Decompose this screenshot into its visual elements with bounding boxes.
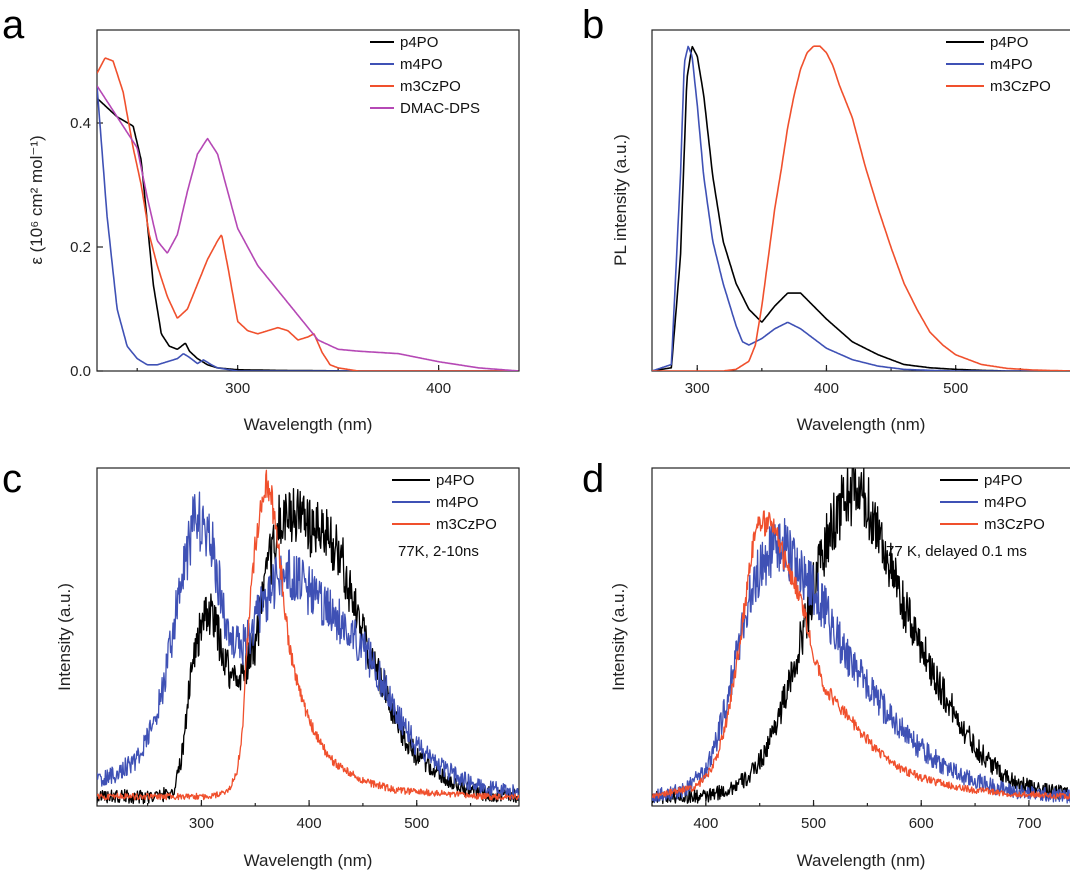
x-tick-label: 300	[189, 815, 214, 832]
panel-c-ticks: 300 400 500	[146, 800, 472, 832]
panel-d-legend: p4PO m4PO m3CzPO	[940, 472, 1045, 533]
legend-label: m3CzPO	[984, 516, 1045, 533]
panel-b-ylabel: PL intensity (a.u.)	[611, 134, 630, 266]
x-tick-label: 600	[909, 815, 934, 832]
panel-d-ylabel: Intensity (a.u.)	[609, 583, 628, 691]
legend-label: m3CzPO	[400, 78, 461, 95]
panel-c-legend: p4PO m4PO m3CzPO	[392, 472, 497, 533]
legend-label: p4PO	[984, 472, 1022, 489]
panel-b-label: b	[582, 3, 604, 47]
legend-label: m3CzPO	[436, 516, 497, 533]
panel-a-ticks: 300 400 0.0 0.2 0.4	[70, 115, 451, 397]
x-tick-label: 500	[404, 815, 429, 832]
x-tick-label: 300	[225, 380, 250, 397]
series-line-dmac-dps	[97, 85, 519, 371]
legend-label: m4PO	[990, 56, 1033, 73]
x-tick-label: 500	[801, 815, 826, 832]
legend-label: p4PO	[990, 34, 1028, 51]
series-line-m4po	[652, 518, 1070, 804]
panel-d-series	[652, 468, 1070, 805]
panel-b-xlabel: Wavelength (nm)	[797, 415, 926, 434]
panel-a-ylabel: ε (10⁶ cm² mol⁻¹)	[27, 135, 46, 264]
x-tick-label: 400	[297, 815, 322, 832]
legend-label: m4PO	[400, 56, 443, 73]
series-line-p4po	[97, 487, 519, 805]
y-tick-label: 0.2	[70, 239, 91, 256]
legend-label: DMAC-DPS	[400, 100, 480, 117]
x-tick-label: 400	[814, 380, 839, 397]
series-line-m4po	[652, 45, 1070, 371]
series-line-p4po	[652, 45, 1070, 371]
legend-label: m3CzPO	[990, 78, 1051, 95]
legend-label: m4PO	[436, 494, 479, 511]
legend-label: p4PO	[436, 472, 474, 489]
panel-c-ylabel: Intensity (a.u.)	[55, 583, 74, 691]
series-line-m3czpo	[97, 469, 519, 801]
series-line-m3czpo	[652, 45, 1070, 371]
series-line-m4po	[97, 491, 519, 800]
panel-c: c 300 400 500 Wavelength (nm) Intensity (a…	[2, 457, 520, 870]
series-line-m3czpo	[652, 510, 1070, 800]
series-line-m4po	[97, 85, 519, 371]
y-tick-label: 0.4	[70, 115, 91, 132]
legend-label: m4PO	[984, 494, 1027, 511]
panel-b-ticks: 300 400 500	[685, 365, 1021, 397]
x-tick-label: 500	[943, 380, 968, 397]
panel-d: d 400 500 600 700 Wavelength (nm) Intensity…	[582, 457, 1070, 870]
x-tick-label: 700	[1016, 815, 1041, 832]
panel-d-xlabel: Wavelength (nm)	[797, 851, 926, 870]
panel-c-label: c	[2, 457, 22, 501]
panel-a-series	[97, 57, 519, 371]
panel-b: b 300 400 500 Wavelength (nm) PL intensity…	[582, 3, 1070, 434]
panel-b-series	[652, 45, 1070, 371]
series-line-p4po	[97, 97, 519, 371]
series-line-m3czpo	[97, 57, 519, 371]
panel-c-annotation: 77K, 2-10ns	[398, 543, 479, 560]
panel-b-frame	[651, 29, 1070, 372]
panel-a: a 300 400 0.0 0.2 0.4 Wavelength (nm) ε (10⁶…	[2, 3, 520, 434]
x-tick-label: 400	[693, 815, 718, 832]
panel-a-legend: p4PO m4PO m3CzPO DMAC-DPS	[370, 34, 480, 117]
panel-c-series	[97, 469, 519, 805]
panel-d-annotation: 77 K, delayed 0.1 ms	[886, 543, 1027, 560]
x-tick-label: 300	[685, 380, 710, 397]
y-tick-label: 0.0	[70, 363, 91, 380]
panel-a-xlabel: Wavelength (nm)	[244, 415, 373, 434]
panel-d-frame	[651, 467, 1070, 807]
panel-a-label: a	[2, 3, 25, 47]
panel-d-ticks: 400 500 600 700	[651, 800, 1041, 832]
panel-c-frame	[96, 467, 520, 807]
legend-label: p4PO	[400, 34, 438, 51]
panel-d-label: d	[582, 457, 604, 501]
panel-b-legend: p4PO m4PO m3CzPO	[946, 34, 1051, 95]
x-tick-label: 400	[426, 380, 451, 397]
series-line-p4po	[652, 468, 1070, 805]
panel-c-xlabel: Wavelength (nm)	[244, 851, 373, 870]
